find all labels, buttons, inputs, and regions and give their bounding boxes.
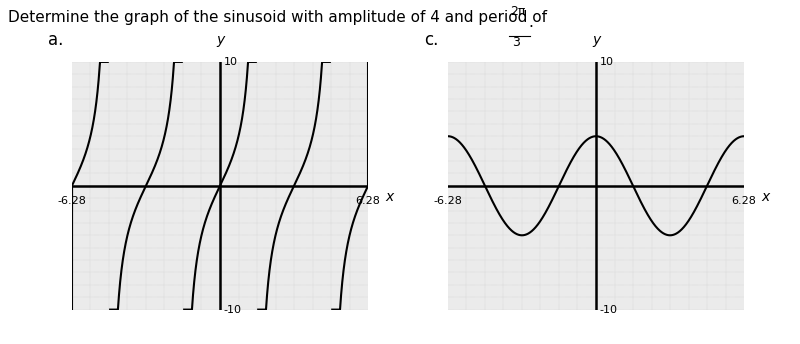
Text: a.: a. <box>48 31 63 49</box>
Text: 6.28: 6.28 <box>355 196 381 206</box>
Text: 10: 10 <box>223 57 238 67</box>
Text: 2π: 2π <box>510 5 526 18</box>
Text: c.: c. <box>424 31 438 49</box>
Text: x: x <box>762 190 770 204</box>
Text: x: x <box>386 190 394 204</box>
Text: Determine the graph of the sinusoid with amplitude of 4 and period of: Determine the graph of the sinusoid with… <box>8 10 552 25</box>
Text: -10: -10 <box>223 304 242 315</box>
Text: 3: 3 <box>512 36 520 49</box>
Text: .: . <box>528 15 533 31</box>
Text: y: y <box>592 33 600 47</box>
Text: -6.28: -6.28 <box>58 196 86 206</box>
Text: 6.28: 6.28 <box>731 196 757 206</box>
Text: y: y <box>216 33 224 47</box>
Text: -10: -10 <box>599 304 618 315</box>
Text: 10: 10 <box>599 57 614 67</box>
Text: -6.28: -6.28 <box>434 196 462 206</box>
